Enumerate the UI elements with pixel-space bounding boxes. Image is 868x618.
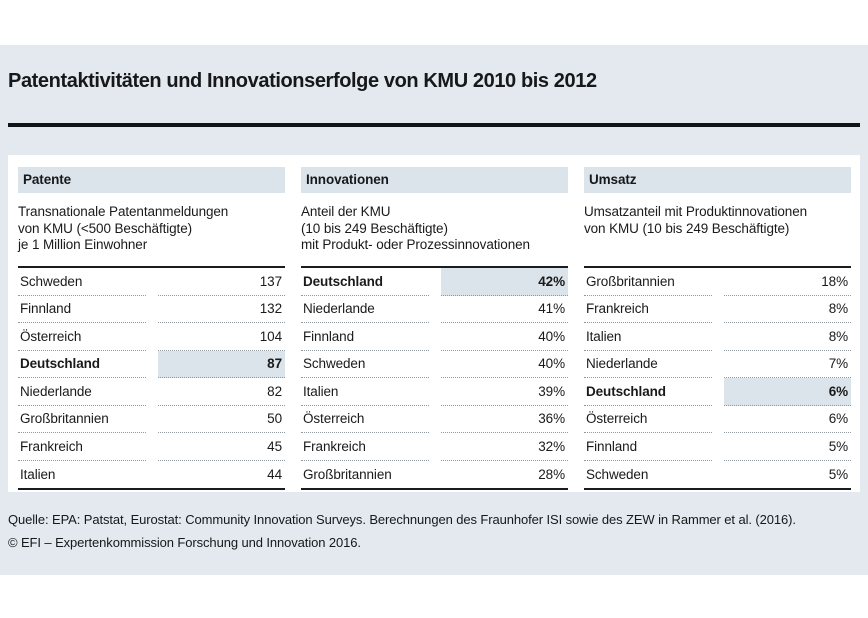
- country-label: Österreich: [18, 323, 146, 351]
- table-innovationen: Deutschland 42% Niederlande 41% Finnland 40% S…: [301, 266, 568, 490]
- value-label: 137: [158, 268, 285, 296]
- value-label: 5%: [724, 433, 851, 461]
- value-label: 40%: [441, 351, 568, 378]
- copyright-line: © EFI – Expertenkommission Forschung und…: [8, 535, 361, 550]
- table-row: Finnland 40%: [301, 323, 568, 351]
- table-row: Großbritannien 50: [18, 406, 285, 433]
- column-description-patente: Transnationale Patentanmeldungen von KMU…: [18, 204, 229, 252]
- table-row: Niederlande 82: [18, 378, 285, 406]
- country-label: Großbritannien: [303, 466, 392, 482]
- country-label: Niederlande: [301, 296, 429, 323]
- column-patente: Patente Transnationale Patentanmeldungen…: [18, 167, 285, 490]
- value-label: 42%: [441, 268, 568, 296]
- figure-footer: Quelle: EPA: Patstat, Eurostat: Communit…: [8, 508, 864, 554]
- value-label: 8%: [724, 323, 851, 351]
- value-label: 32%: [441, 433, 568, 461]
- value-label: 50: [158, 406, 285, 433]
- table-row: Großbritannien 28%: [301, 461, 568, 489]
- value-label: 44: [267, 466, 282, 482]
- table-row: Deutschland 87: [18, 350, 285, 378]
- table-row: Finnland 132: [18, 296, 285, 323]
- country-label: Finnland: [584, 433, 712, 461]
- country-label: Finnland: [301, 323, 429, 351]
- table-row: Österreich 36%: [301, 406, 568, 433]
- country-label: Schweden: [301, 351, 429, 378]
- table-row: Deutschland 42%: [301, 268, 568, 296]
- value-label: 40%: [441, 323, 568, 351]
- country-label: Italien: [584, 323, 712, 351]
- country-label: Finnland: [18, 296, 146, 323]
- table-patente: Schweden 137 Finnland 132 Österreich 104 Deuts…: [18, 266, 285, 490]
- country-label: Italien: [301, 378, 429, 406]
- table-row: Italien 39%: [301, 378, 568, 406]
- country-label: Deutschland: [18, 351, 146, 378]
- page-title: Patentaktivitäten und Innovationserfolge…: [8, 70, 597, 92]
- country-label: Schweden: [586, 466, 649, 482]
- column-header-patente: Patente: [18, 167, 285, 193]
- country-label: Niederlande: [18, 378, 146, 406]
- table-row: Deutschland 6%: [584, 378, 851, 406]
- value-label: 132: [158, 296, 285, 323]
- column-umsatz: Umsatz Umsatzanteil mit Produktinnovatio…: [584, 167, 851, 490]
- table-row: Österreich 104: [18, 323, 285, 351]
- source-line: Quelle: EPA: Patstat, Eurostat: Communit…: [8, 512, 796, 527]
- figure-panel: Patente Transnationale Patentanmeldungen…: [8, 155, 860, 492]
- column-description-umsatz: Umsatzanteil mit Produktinnovationen von…: [584, 204, 808, 236]
- country-label: Italien: [20, 466, 56, 482]
- value-label: 6%: [724, 406, 851, 433]
- column-header-innovationen: Innovationen: [301, 167, 568, 193]
- country-label: Großbritannien: [584, 268, 712, 296]
- value-label: 7%: [724, 351, 851, 378]
- columns-container: Patente Transnationale Patentanmeldungen…: [18, 167, 851, 490]
- value-label: 5%: [828, 466, 848, 482]
- table-row: Frankreich 32%: [301, 433, 568, 461]
- country-label: Deutschland: [301, 268, 429, 296]
- column-innovationen: Innovationen Anteil der KMU (10 bis 249 …: [301, 167, 568, 490]
- table-row: Italien 8%: [584, 323, 851, 351]
- country-label: Frankreich: [301, 433, 429, 461]
- table-row: Niederlande 41%: [301, 296, 568, 323]
- value-label: 8%: [724, 296, 851, 323]
- value-label: 41%: [441, 296, 568, 323]
- country-label: Frankreich: [584, 296, 712, 323]
- table-row: Schweden 137: [18, 268, 285, 296]
- title-rule: [8, 123, 860, 127]
- table-row: Großbritannien 18%: [584, 268, 851, 296]
- value-label: 82: [158, 378, 285, 406]
- column-header-umsatz: Umsatz: [584, 167, 851, 193]
- value-label: 45: [158, 433, 285, 461]
- table-row: Österreich 6%: [584, 406, 851, 433]
- table-row: Niederlande 7%: [584, 351, 851, 378]
- country-label: Schweden: [18, 268, 146, 296]
- value-label: 28%: [538, 466, 565, 482]
- country-label: Österreich: [301, 406, 429, 433]
- table-row: Schweden 5%: [584, 461, 851, 489]
- country-label: Deutschland: [584, 378, 712, 406]
- table-umsatz: Großbritannien 18% Frankreich 8% Italien 8% Ni…: [584, 266, 851, 490]
- table-row: Finnland 5%: [584, 433, 851, 461]
- value-label: 87: [158, 350, 285, 378]
- country-label: Niederlande: [584, 351, 712, 378]
- country-label: Frankreich: [18, 433, 146, 461]
- table-row: Frankreich 45: [18, 433, 285, 461]
- table-row: Frankreich 8%: [584, 296, 851, 323]
- value-label: 104: [158, 323, 285, 351]
- country-label: Österreich: [584, 406, 712, 433]
- column-description-innovationen: Anteil der KMU (10 bis 249 Beschäftigte)…: [301, 204, 530, 252]
- country-label: Großbritannien: [18, 406, 146, 433]
- table-row: Italien 44: [18, 461, 285, 489]
- value-label: 36%: [441, 406, 568, 433]
- value-label: 39%: [441, 378, 568, 406]
- table-row: Schweden 40%: [301, 351, 568, 378]
- value-label: 6%: [724, 378, 851, 406]
- value-label: 18%: [724, 268, 851, 296]
